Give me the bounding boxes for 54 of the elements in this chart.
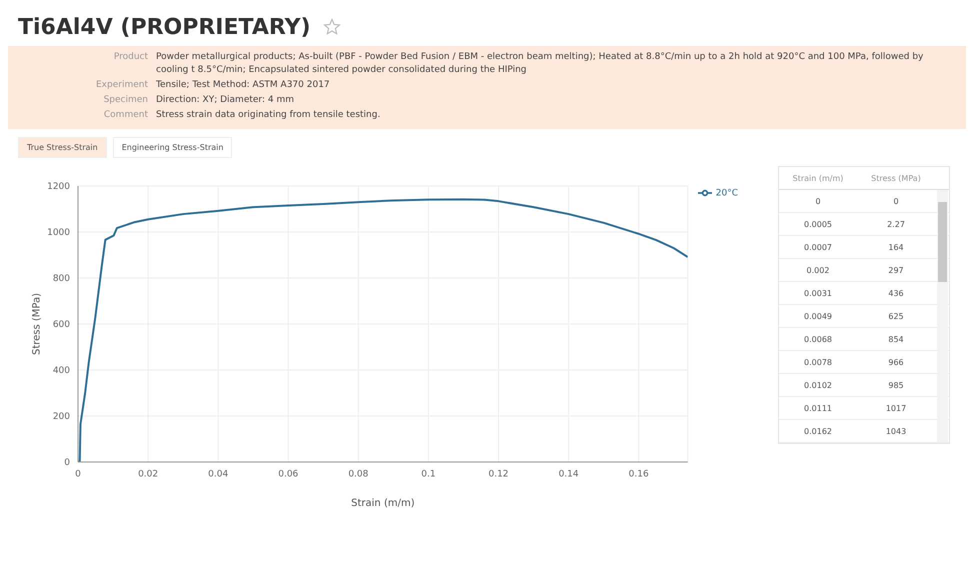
data-label: 436 [887, 288, 905, 298]
text: Stress (MPa) [870, 174, 922, 182]
text: Comment [102, 109, 149, 122]
chart-title: Ti6Al4V (PROPRIETARY) [18, 14, 311, 40]
category-label: 0.0078 [803, 358, 833, 366]
category-label: 0.0005 [803, 220, 833, 228]
data-label: 164 [887, 242, 905, 252]
data-label: 1043 [884, 426, 908, 436]
x-axis-title: Strain (m/m) [351, 498, 415, 509]
y-tick-label: 400 [52, 366, 70, 376]
x-tick-label: 0.1 [421, 469, 436, 480]
category-label: 0.0031 [803, 288, 833, 298]
category-label: 0.0102 [803, 380, 833, 390]
y-axis-title: Stress (MPa) [32, 292, 43, 356]
x-tick-label: 0.04 [208, 469, 228, 480]
data-label: 2.27 [886, 220, 906, 228]
x-tick-label: 0.14 [558, 469, 579, 480]
y-tick-label: 0 [64, 458, 70, 468]
x-tick-label: 0.12 [488, 469, 509, 480]
y-tick-label: 800 [52, 274, 70, 284]
x-tick-label: 0.06 [278, 469, 299, 480]
category-label: 0.0049 [803, 312, 833, 320]
data-label: 0 [814, 196, 822, 206]
category-label: 0 [892, 196, 900, 206]
legend-label: 20°C [716, 188, 738, 198]
data-label: 297 [887, 266, 905, 274]
category-label: 0.0162 [803, 426, 833, 436]
category-label: 0.0007 [803, 242, 833, 252]
category-label: 0.0111 [803, 404, 833, 412]
category-label: 0.002 [806, 266, 830, 274]
text: True Stress-Strain [18, 137, 107, 158]
y-tick-label: 200 [52, 412, 70, 422]
text: Experiment [94, 79, 149, 92]
category-label: 0.0068 [803, 334, 833, 344]
text: Specimen [102, 94, 149, 107]
data-label: 625 [887, 312, 905, 320]
data-label: 854 [887, 334, 905, 344]
y-tick-label: 600 [52, 320, 70, 330]
x-tick-label: 0 [75, 469, 82, 480]
y-tick-label: 1000 [47, 228, 70, 238]
text: Direction: XY; Diameter: 4 mm [156, 94, 294, 107]
text: Stress strain data originating from tensile testing. [156, 109, 380, 122]
text: Engineering Stress-Strain [112, 137, 232, 158]
text: Strain (m/m) [792, 174, 844, 182]
data-label: 966 [887, 358, 905, 366]
data-label: 985 [887, 380, 905, 390]
text: Powder metallurgical products; As-built (PBF - Powder Bed Fusion / EBM - electron beam melting); Heated at 8.8°C/min up to a 2h hold at 920°C and 100 MPa, followed by cooling t 8.5°C/min; Encapsulated sintered powder consolidated during the HIPing [156, 51, 924, 77]
data-label: 1017 [884, 404, 908, 412]
x-tick-label: 0.16 [628, 469, 649, 480]
y-tick-label: 1200 [47, 182, 70, 192]
text: Product [112, 51, 149, 64]
x-tick-label: 0.02 [138, 469, 158, 480]
x-tick-label: 0.08 [348, 469, 369, 480]
text: Tensile; Test Method: ASTM A370 2017 [156, 79, 330, 92]
